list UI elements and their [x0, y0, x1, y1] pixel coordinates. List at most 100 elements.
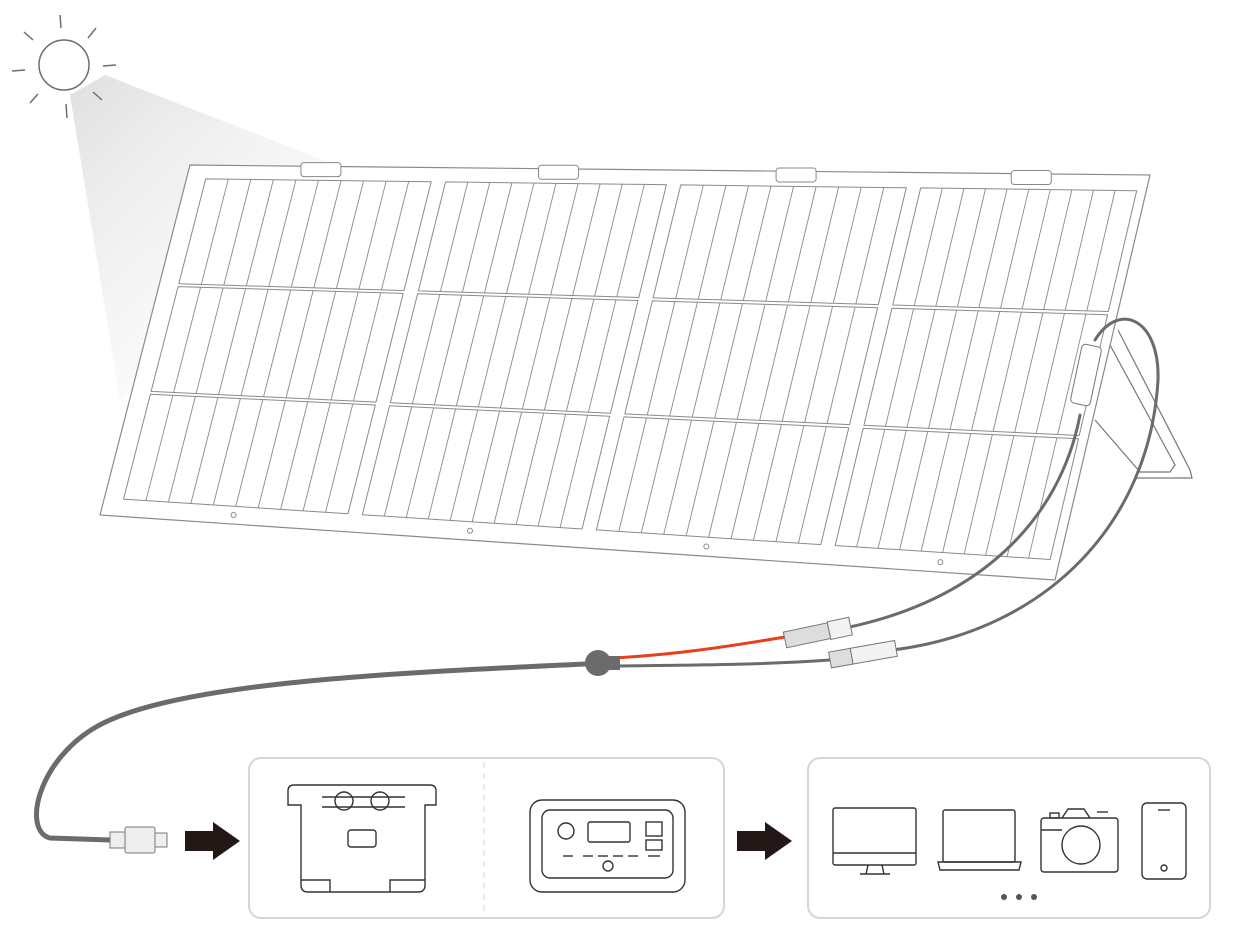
solar-cell-divider [899, 431, 929, 550]
solar-cell-divider [877, 430, 907, 549]
solar-cell-divider [675, 185, 704, 299]
solar-cell-row [595, 416, 850, 546]
solar-cell-divider [708, 422, 737, 538]
solar-cell-divider [804, 306, 833, 423]
solar-cell-divider [775, 425, 805, 542]
solar-cell-divider [1006, 436, 1036, 557]
solar-cell-divider [559, 415, 589, 528]
solar-cell-divider [411, 294, 441, 404]
panel-handle [775, 167, 817, 183]
solar-cell-divider [736, 304, 766, 420]
solar-cell-divider [358, 181, 387, 290]
solar-panel [99, 162, 1151, 581]
panel-handle [537, 164, 579, 180]
solar-cell-divider [455, 295, 485, 407]
solar-cell-divider [240, 289, 269, 396]
solar-cell-divider [200, 179, 229, 285]
solar-cell-divider [920, 432, 950, 552]
solar-cell-divider [1043, 189, 1073, 310]
panel-hole [703, 543, 710, 550]
panel-hole [937, 559, 944, 566]
solar-cell-divider [521, 297, 551, 410]
solar-cell-divider [781, 305, 811, 422]
solar-cell-divider [594, 184, 623, 297]
panel-handle [1010, 170, 1052, 186]
solar-cell-divider [810, 186, 840, 303]
solar-cell-divider [885, 308, 914, 427]
power-station-box [248, 757, 725, 919]
solar-cell-divider [290, 180, 319, 288]
solar-cell-divider [935, 188, 965, 307]
solar-cell-row [389, 293, 639, 414]
solar-cell-divider [173, 287, 202, 393]
solar-cell-divider [484, 182, 513, 293]
panel-cable-2 [891, 317, 1160, 652]
sun-icon [11, 14, 117, 119]
solar-cell-divider [742, 185, 772, 301]
camera-icon [1040, 808, 1119, 873]
solar-cell-row [892, 187, 1138, 312]
solar-cell-divider [985, 435, 1015, 556]
solar-cell-divider [477, 296, 507, 408]
solar-cell-divider [1014, 312, 1044, 433]
solar-cell-row [834, 427, 1079, 560]
solar-cell-divider [691, 302, 721, 418]
solar-cell-divider [515, 412, 545, 525]
main-output-cable [34, 661, 588, 843]
solar-cell-divider [1000, 189, 1030, 309]
solar-cell-divider [257, 400, 286, 508]
solar-cell-divider [765, 186, 795, 302]
solar-cell-divider [439, 182, 469, 292]
solar-cell-divider [471, 410, 501, 522]
solar-cell-row [150, 286, 404, 403]
solar-cell-row [652, 184, 907, 306]
solar-cell-divider [506, 182, 535, 294]
solar-cell-divider [449, 409, 479, 521]
solar-cell-divider [461, 182, 491, 293]
solar-cell-divider [906, 309, 936, 428]
solar-cell-divider [145, 395, 174, 501]
panel-handle [300, 162, 342, 178]
solar-cell-divider [565, 299, 595, 412]
negative-cable [610, 658, 832, 668]
power-station-front-icon [529, 799, 686, 893]
solar-cell-divider [223, 179, 252, 286]
solar-cell-row [417, 181, 667, 298]
solar-cell-divider [212, 398, 241, 506]
solar-cell-divider [537, 414, 567, 527]
solar-cell-divider [587, 299, 617, 413]
solar-cell-divider [963, 434, 993, 555]
solar-cell-divider [1057, 313, 1087, 435]
solar-cell-divider [928, 310, 958, 429]
more-dots-icon [1001, 894, 1037, 900]
solar-cell-divider [1035, 313, 1065, 434]
solar-cell-divider [313, 180, 342, 288]
xt60-plug-icon [109, 826, 168, 854]
solar-cell-divider [195, 287, 224, 394]
solar-cell-divider [543, 298, 573, 411]
solar-cell-divider [218, 288, 247, 395]
solar-cell-divider [1086, 190, 1116, 311]
solar-cell-divider [949, 310, 979, 430]
cables [34, 317, 1160, 843]
panel-hole [466, 527, 473, 534]
solar-cell-row [123, 393, 376, 515]
solar-cell-divider [1064, 190, 1094, 311]
monitor-icon [832, 807, 917, 875]
solar-cell-divider [640, 418, 670, 533]
solar-cell-divider [405, 407, 435, 518]
solar-cell-divider [616, 184, 645, 297]
solar-cell-divider [663, 420, 692, 535]
panel-frame [99, 164, 1151, 581]
arrow-right-icon [185, 822, 240, 860]
solar-cell-divider [855, 187, 885, 305]
solar-cell-divider [646, 301, 676, 416]
solar-cell-divider [268, 179, 297, 287]
solar-cell-divider [697, 185, 727, 300]
arrow-right-icon [737, 822, 792, 860]
solar-cell-divider [992, 311, 1022, 432]
solar-cell-divider [285, 290, 314, 398]
solar-cell-divider [685, 421, 715, 536]
solar-cell-divider [330, 291, 359, 401]
